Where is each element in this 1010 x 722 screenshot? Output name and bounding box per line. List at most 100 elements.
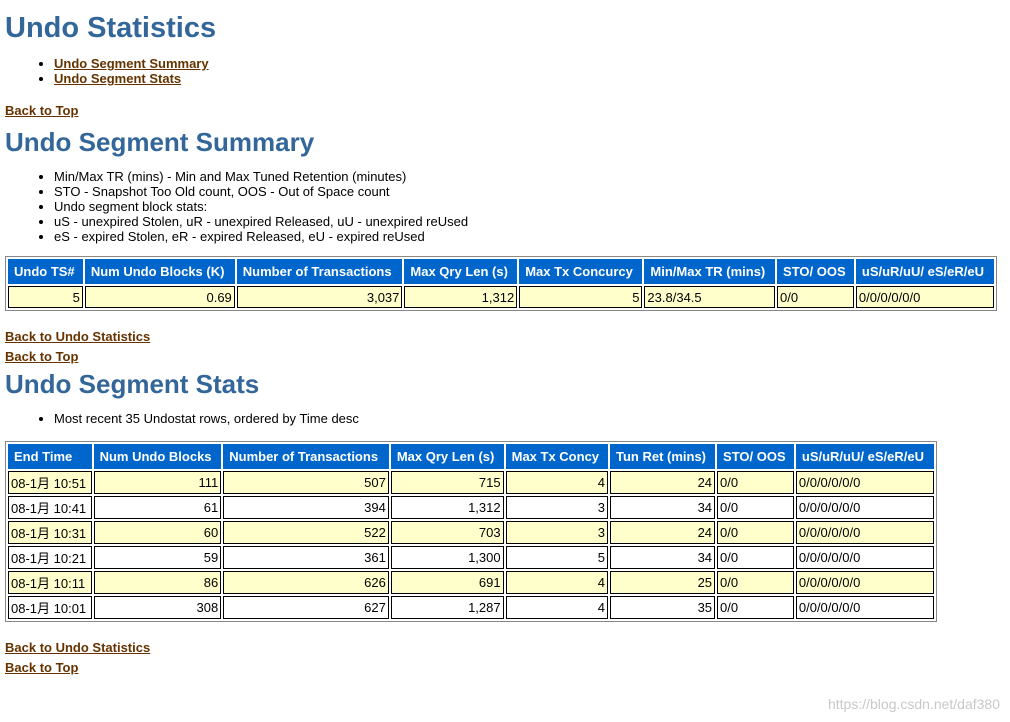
table-cell: 0.69 [84, 286, 235, 308]
back-to-undo-statistics-link[interactable]: Back to Undo Statistics [5, 640, 151, 655]
table-cell: 08-1月 10:41 [8, 496, 92, 519]
toc-list: Undo Segment Summary Undo Segment Stats [5, 56, 1005, 86]
table-cell: 626 [223, 571, 389, 594]
table-row: 08-1月 10:51 111 507 715 4 24 0/0 0/0/0/0… [8, 471, 934, 494]
table-cell: 111 [93, 471, 222, 494]
table-cell: 361 [223, 546, 389, 569]
table-cell: 0/0/0/0/0/0 [795, 596, 934, 619]
undo-stats-table: End Time Num Undo Blocks Number of Trans… [5, 441, 937, 622]
back-to-undo-statistics-link[interactable]: Back to Undo Statistics [5, 329, 151, 344]
column-header: uS/uR/uU/ eS/eR/eU [795, 444, 934, 469]
note-item: Most recent 35 Undostat rows, ordered by… [54, 411, 1005, 426]
back-to-top-link[interactable]: Back to Top [5, 349, 79, 364]
table-cell: 0/0/0/0/0/0 [795, 571, 934, 594]
column-header: Tun Ret (mins) [609, 444, 716, 469]
column-header: STO/ OOS [717, 444, 794, 469]
table-cell: 522 [223, 521, 389, 544]
column-header: Max Qry Len (s) [390, 444, 504, 469]
column-header: uS/uR/uU/ eS/eR/eU [855, 259, 994, 284]
toc-item: Undo Segment Stats [54, 71, 1005, 86]
table-cell: 394 [223, 496, 389, 519]
back-to-top-link[interactable]: Back to Top [5, 660, 79, 675]
table-cell: 0/0/0/0/0/0 [795, 546, 934, 569]
table-cell: 0/0/0/0/0/0 [795, 496, 934, 519]
column-header: Undo TS# [8, 259, 83, 284]
column-header: Max Qry Len (s) [404, 259, 518, 284]
back-to-top-link[interactable]: Back to Top [5, 103, 79, 118]
table-cell: 0/0 [717, 521, 794, 544]
table-cell: 0/0 [777, 286, 854, 308]
table-cell: 35 [609, 596, 716, 619]
table-row: 08-1月 10:01 308 627 1,287 4 35 0/0 0/0/0… [8, 596, 934, 619]
undo-summary-table: Undo TS# Num Undo Blocks (K) Number of T… [5, 256, 997, 311]
table-cell: 34 [609, 496, 716, 519]
table-row: 08-1月 10:11 86 626 691 4 25 0/0 0/0/0/0/… [8, 571, 934, 594]
table-cell: 703 [390, 521, 504, 544]
column-header: Num Undo Blocks (K) [84, 259, 235, 284]
table-cell: 1,287 [390, 596, 504, 619]
table-cell: 61 [93, 496, 222, 519]
table-cell: 08-1月 10:21 [8, 546, 92, 569]
table-cell: 08-1月 10:51 [8, 471, 92, 494]
table-row: 08-1月 10:31 60 522 703 3 24 0/0 0/0/0/0/… [8, 521, 934, 544]
table-cell: 0/0 [717, 571, 794, 594]
table-cell: 0/0 [717, 546, 794, 569]
section-title-stats: Undo Segment Stats [5, 369, 260, 399]
table-cell: 1,312 [404, 286, 518, 308]
toc-link-undo-segment-summary[interactable]: Undo Segment Summary [54, 56, 209, 71]
column-header: STO/ OOS [777, 259, 854, 284]
table-cell: 08-1月 10:31 [8, 521, 92, 544]
column-header: Max Tx Concy [505, 444, 608, 469]
table-cell: 627 [223, 596, 389, 619]
table-cell: 24 [609, 471, 716, 494]
table-cell: 5 [505, 546, 608, 569]
table-header-row: Undo TS# Num Undo Blocks (K) Number of T… [8, 259, 994, 284]
toc-item: Undo Segment Summary [54, 56, 1005, 71]
table-cell: 0/0 [717, 471, 794, 494]
table-cell: 08-1月 10:11 [8, 571, 92, 594]
awr-report-page: Undo Statistics Undo Segment Summary Und… [0, 12, 1010, 678]
note-item: uS - unexpired Stolen, uR - unexpired Re… [54, 214, 1005, 229]
table-cell: 5 [519, 286, 643, 308]
table-cell: 715 [390, 471, 504, 494]
note-item: Min/Max TR (mins) - Min and Max Tuned Re… [54, 169, 1005, 184]
column-header: End Time [8, 444, 92, 469]
table-cell: 0/0 [717, 496, 794, 519]
table-cell: 5 [8, 286, 83, 308]
table-cell: 0/0/0/0/0/0 [855, 286, 994, 308]
table-cell: 24 [609, 521, 716, 544]
table-cell: 23.8/34.5 [644, 286, 776, 308]
watermark-text: https://blog.csdn.net/daf380 [827, 696, 1000, 712]
stats-notes: Most recent 35 Undostat rows, ordered by… [5, 411, 1005, 426]
table-cell: 4 [505, 471, 608, 494]
table-cell: 1,300 [390, 546, 504, 569]
note-item: eS - expired Stolen, eR - expired Releas… [54, 229, 1005, 244]
note-item: STO - Snapshot Too Old count, OOS - Out … [54, 184, 1005, 199]
table-cell: 4 [505, 571, 608, 594]
toc-link-undo-segment-stats[interactable]: Undo Segment Stats [54, 71, 182, 86]
section-title-summary: Undo Segment Summary [5, 127, 315, 157]
table-cell: 1,312 [390, 496, 504, 519]
column-header: Min/Max TR (mins) [644, 259, 776, 284]
column-header: Number of Transactions [236, 259, 403, 284]
column-header: Number of Transactions [223, 444, 389, 469]
table-cell: 3,037 [236, 286, 403, 308]
table-cell: 0/0/0/0/0/0 [795, 471, 934, 494]
table-cell: 34 [609, 546, 716, 569]
table-cell: 0/0/0/0/0/0 [795, 521, 934, 544]
table-cell: 3 [505, 496, 608, 519]
table-cell: 86 [93, 571, 222, 594]
table-row: 08-1月 10:21 59 361 1,300 5 34 0/0 0/0/0/… [8, 546, 934, 569]
page-title: Undo Statistics [5, 12, 217, 44]
table-cell: 308 [93, 596, 222, 619]
table-cell: 4 [505, 596, 608, 619]
table-cell: 507 [223, 471, 389, 494]
table-row: 08-1月 10:41 61 394 1,312 3 34 0/0 0/0/0/… [8, 496, 934, 519]
column-header: Max Tx Concurcy [519, 259, 643, 284]
table-cell: 691 [390, 571, 504, 594]
summary-notes: Min/Max TR (mins) - Min and Max Tuned Re… [5, 169, 1005, 244]
table-row: 5 0.69 3,037 1,312 5 23.8/34.5 0/0 0/0/0… [8, 286, 994, 308]
note-item: Undo segment block stats: [54, 199, 1005, 214]
table-cell: 59 [93, 546, 222, 569]
table-cell: 0/0 [717, 596, 794, 619]
